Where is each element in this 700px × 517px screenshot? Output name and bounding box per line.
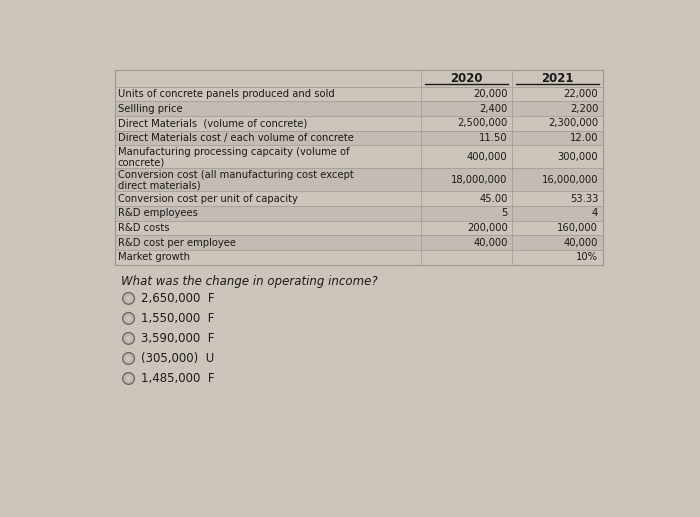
Bar — [115, 131, 603, 145]
Bar — [115, 235, 603, 250]
Text: 40,000: 40,000 — [473, 238, 508, 248]
Text: Market growth: Market growth — [118, 252, 190, 262]
Text: 3,590,000  F: 3,590,000 F — [141, 332, 214, 345]
Text: 200,000: 200,000 — [467, 223, 508, 233]
Text: concrete): concrete) — [118, 158, 165, 168]
Text: 10%: 10% — [576, 252, 598, 262]
Text: 2,300,000: 2,300,000 — [548, 118, 598, 128]
Text: 22,000: 22,000 — [564, 89, 598, 99]
Text: 5: 5 — [501, 208, 508, 218]
Text: R&D cost per employee: R&D cost per employee — [118, 238, 236, 248]
Text: 12.00: 12.00 — [570, 133, 598, 143]
Text: 2020: 2020 — [450, 72, 483, 85]
Text: 2,500,000: 2,500,000 — [457, 118, 508, 128]
Bar — [115, 87, 603, 101]
Text: What was the change in operating income?: What was the change in operating income? — [121, 275, 377, 288]
Text: Units of concrete panels produced and sold: Units of concrete panels produced and so… — [118, 89, 335, 99]
Text: 18,000,000: 18,000,000 — [452, 175, 508, 185]
Text: 1,550,000  F: 1,550,000 F — [141, 312, 214, 325]
Text: Conversion cost (all manufacturing cost except: Conversion cost (all manufacturing cost … — [118, 170, 354, 180]
Text: 40,000: 40,000 — [564, 238, 598, 248]
Text: 2,650,000  F: 2,650,000 F — [141, 292, 214, 305]
Bar — [115, 70, 603, 87]
Text: 53.33: 53.33 — [570, 194, 598, 204]
Text: 2021: 2021 — [541, 72, 574, 85]
Text: 300,000: 300,000 — [558, 152, 598, 162]
Text: Conversion cost per unit of capacity: Conversion cost per unit of capacity — [118, 194, 298, 204]
Text: Direct Materials  (volume of concrete): Direct Materials (volume of concrete) — [118, 118, 307, 128]
Text: Direct Materials cost / each volume of concrete: Direct Materials cost / each volume of c… — [118, 133, 354, 143]
Bar — [115, 169, 603, 191]
Text: 1,485,000  F: 1,485,000 F — [141, 372, 214, 385]
Text: 11.50: 11.50 — [479, 133, 507, 143]
Text: 4: 4 — [592, 208, 598, 218]
Text: direct materials): direct materials) — [118, 180, 200, 191]
Bar — [115, 116, 603, 131]
Bar — [115, 191, 603, 206]
Text: 2,400: 2,400 — [480, 103, 508, 114]
Text: R&D employees: R&D employees — [118, 208, 197, 218]
Bar — [115, 250, 603, 265]
Text: 20,000: 20,000 — [473, 89, 508, 99]
Text: Manufacturing processing capcaity (volume of: Manufacturing processing capcaity (volum… — [118, 147, 349, 157]
Bar — [115, 206, 603, 221]
Text: Sellling price: Sellling price — [118, 103, 182, 114]
Text: 160,000: 160,000 — [557, 223, 598, 233]
Text: 45.00: 45.00 — [480, 194, 508, 204]
Text: 400,000: 400,000 — [467, 152, 508, 162]
Bar — [115, 145, 603, 169]
Text: 2,200: 2,200 — [570, 103, 598, 114]
Bar — [115, 221, 603, 235]
Text: 16,000,000: 16,000,000 — [542, 175, 598, 185]
Text: R&D costs: R&D costs — [118, 223, 169, 233]
Text: (305,000)  U: (305,000) U — [141, 352, 214, 365]
Bar — [115, 101, 603, 116]
